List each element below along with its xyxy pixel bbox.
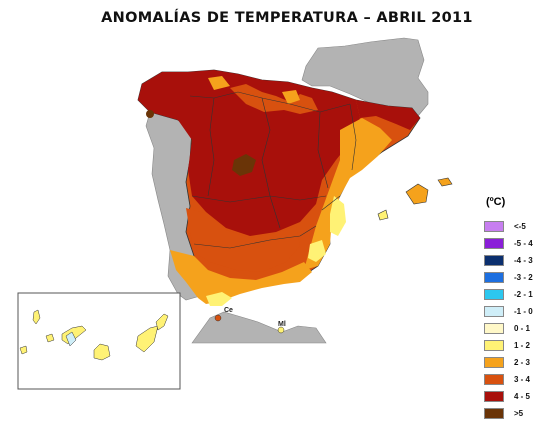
france-landmass bbox=[301, 37, 429, 117]
legend-title: (ºC) bbox=[486, 196, 506, 208]
legend-label: 3 - 4 bbox=[514, 375, 531, 384]
legend-label: 0 - 1 bbox=[514, 324, 531, 333]
legend-item: 3 - 4 bbox=[484, 371, 550, 388]
legend-label: 4 - 5 bbox=[514, 392, 531, 401]
anomaly-zone-2-3-east bbox=[304, 118, 392, 270]
melilla-label: Ml bbox=[278, 321, 286, 328]
legend-item: -4 - 3 bbox=[484, 252, 550, 269]
canary-islands bbox=[19, 309, 169, 361]
legend-swatch bbox=[484, 221, 504, 232]
legend-swatch bbox=[484, 289, 504, 300]
anomaly-zone-3-4-southwest bbox=[186, 208, 300, 272]
legend-swatch bbox=[484, 340, 504, 351]
legend-item: 0 - 1 bbox=[484, 320, 550, 337]
legend-swatch bbox=[484, 408, 504, 419]
ceuta-label: Ce bbox=[224, 307, 233, 314]
balearic-mallorca bbox=[405, 183, 429, 205]
legend-label: -2 - 1 bbox=[514, 290, 533, 299]
anomaly-spot-over-5-galicia bbox=[146, 110, 154, 118]
legend-item: -3 - 2 bbox=[484, 269, 550, 286]
legend-item: -2 - 1 bbox=[484, 286, 550, 303]
legend-item: 2 - 3 bbox=[484, 354, 550, 371]
legend-label: >5 bbox=[514, 409, 524, 418]
anomaly-zone-2-3-north-b bbox=[208, 76, 230, 90]
legend-label: -3 - 2 bbox=[514, 273, 533, 282]
anomaly-zone-over-5 bbox=[232, 154, 256, 176]
legend-swatch bbox=[484, 306, 504, 317]
temperature-anomaly-map bbox=[17, 37, 453, 390]
legend-swatch bbox=[484, 323, 504, 334]
canary-islands-inset bbox=[17, 292, 181, 390]
legend-swatch bbox=[484, 374, 504, 385]
legend-swatch bbox=[484, 272, 504, 283]
legend-item: >5 bbox=[484, 405, 550, 422]
anomaly-zone-0-1-south bbox=[206, 292, 232, 306]
legend-label: <-5 bbox=[514, 222, 526, 231]
anomaly-zone-4-5-east bbox=[356, 100, 420, 130]
melilla-marker bbox=[277, 326, 285, 334]
legend-label: 2 - 3 bbox=[514, 358, 531, 367]
map-title: ANOMALÍAS DE TEMPERATURA – ABRIL 2011 bbox=[101, 10, 473, 26]
anomaly-zone-2-3-north-c bbox=[282, 90, 300, 104]
legend-swatch bbox=[484, 357, 504, 368]
anomaly-zone-0-1-east bbox=[330, 196, 346, 236]
legend-item: -5 - 4 bbox=[484, 235, 550, 252]
legend-item: 1 - 2 bbox=[484, 337, 550, 354]
legend-swatch bbox=[484, 238, 504, 249]
ceuta-marker bbox=[214, 314, 222, 322]
balearic-menorca bbox=[437, 177, 453, 187]
legend-item: -1 - 0 bbox=[484, 303, 550, 320]
legend-label: -1 - 0 bbox=[514, 307, 533, 316]
legend-rows: <-5 -5 - 4 -4 - 3 -3 - 2 -2 - 1 -1 - 0 0 - 1 1 … bbox=[484, 218, 550, 422]
legend-swatch bbox=[484, 255, 504, 266]
legend-label: 1 - 2 bbox=[514, 341, 531, 350]
legend-item: 4 - 5 bbox=[484, 388, 550, 405]
balearic-ibiza bbox=[377, 209, 389, 221]
legend: (ºC) <-5 -5 - 4 -4 - 3 -3 - 2 -2 - 1 -1 - 0 0 … bbox=[484, 196, 550, 422]
regional-borders bbox=[189, 91, 357, 249]
anomaly-zone-0-1-southeast bbox=[308, 240, 326, 262]
legend-label: -4 - 3 bbox=[514, 256, 533, 265]
anomaly-zone-2-3-north bbox=[230, 84, 318, 114]
legend-label: -5 - 4 bbox=[514, 239, 533, 248]
legend-item: <-5 bbox=[484, 218, 550, 235]
morocco-landmass bbox=[191, 311, 327, 344]
legend-swatch bbox=[484, 391, 504, 402]
anomaly-zone-2-3-south bbox=[170, 250, 312, 304]
